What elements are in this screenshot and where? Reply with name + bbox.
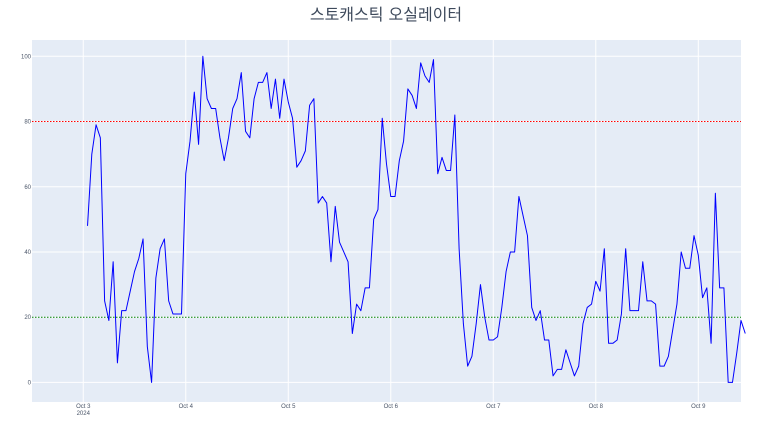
series-line-0 — [87, 55, 746, 383]
x-tick-year-label: 2024 — [77, 411, 91, 417]
y-tick-label-5: 100 — [21, 54, 32, 60]
x-tick-label-3: Oct 6 — [384, 404, 399, 410]
x-tick-label-4: Oct 7 — [486, 404, 501, 410]
series-layer — [87, 55, 746, 383]
x-tick-label-1: Oct 4 — [179, 404, 194, 410]
x-tick-label-5: Oct 8 — [589, 404, 604, 410]
chart-title: 스토캐스틱 오실레이터 — [310, 5, 462, 24]
y-axis-ticks: 0 20 40 60 80 100 — [21, 54, 32, 386]
y-tick-label-3: 60 — [24, 185, 31, 191]
reference-lines — [32, 121, 741, 318]
y-tick-label-4: 80 — [24, 120, 31, 126]
x-tick-label-6: Oct 9 — [691, 404, 706, 410]
y-tick-label-2: 40 — [24, 250, 31, 256]
y-tick-label-0: 0 — [28, 380, 32, 386]
x-tick-label-0: Oct 3 — [76, 404, 91, 410]
x-tick-label-2: Oct 5 — [281, 404, 296, 410]
plot-background — [32, 40, 741, 402]
y-tick-label-1: 20 — [24, 315, 31, 321]
